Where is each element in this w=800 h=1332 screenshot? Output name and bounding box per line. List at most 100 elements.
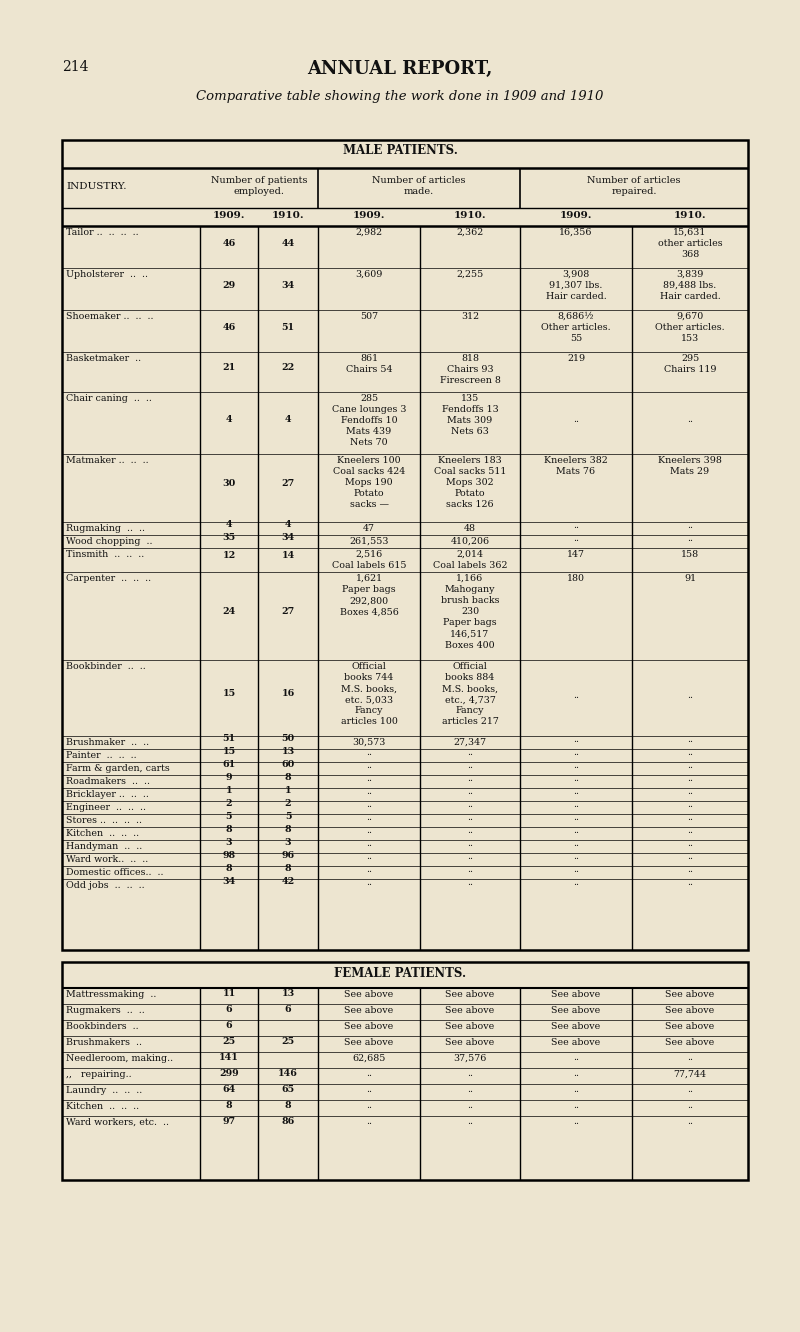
Text: 91: 91 (684, 574, 696, 583)
Text: 818
Chairs 93
Firescreen 8: 818 Chairs 93 Firescreen 8 (439, 354, 501, 385)
Text: Tinsmith  ..  ..  ..: Tinsmith .. .. .. (66, 550, 144, 559)
Text: ..: .. (573, 839, 579, 848)
Text: See above: See above (551, 1038, 601, 1047)
Text: ..: .. (366, 826, 372, 835)
Text: ..: .. (467, 878, 473, 887)
Text: Shoemaker ..  ..  ..: Shoemaker .. .. .. (66, 312, 154, 321)
Text: Brushmaker  ..  ..: Brushmaker .. .. (66, 738, 149, 747)
Text: ..: .. (687, 1116, 693, 1126)
Text: INDUSTRY.: INDUSTRY. (66, 182, 126, 190)
Text: See above: See above (446, 990, 494, 999)
Text: Upholsterer  ..  ..: Upholsterer .. .. (66, 270, 148, 278)
Text: ..: .. (467, 749, 473, 757)
Text: 4: 4 (226, 414, 232, 424)
Text: 50: 50 (282, 734, 294, 743)
Text: ..: .. (573, 690, 579, 699)
Text: 96: 96 (282, 851, 294, 860)
Text: 30: 30 (222, 480, 236, 489)
Text: 6: 6 (226, 1020, 232, 1030)
Text: See above: See above (666, 990, 714, 999)
Text: 34: 34 (282, 281, 294, 289)
Text: ,,   repairing..: ,, repairing.. (66, 1070, 132, 1079)
Text: ..: .. (467, 813, 473, 822)
Text: 77,744: 77,744 (674, 1070, 706, 1079)
Text: 8: 8 (226, 864, 232, 872)
Text: ..: .. (687, 749, 693, 757)
Text: 214: 214 (62, 60, 89, 75)
Text: Bookbinders  ..: Bookbinders .. (66, 1022, 138, 1031)
Text: See above: See above (666, 1038, 714, 1047)
Text: ..: .. (366, 1084, 372, 1094)
Text: 2,362: 2,362 (456, 228, 484, 237)
Text: ..: .. (366, 839, 372, 848)
Text: Kitchen  ..  ..  ..: Kitchen .. .. .. (66, 1102, 139, 1111)
Text: 6: 6 (226, 1004, 232, 1014)
Text: 61: 61 (222, 761, 236, 769)
Text: 261,553: 261,553 (350, 537, 389, 546)
Text: 48: 48 (464, 523, 476, 533)
Text: ..: .. (366, 774, 372, 783)
Text: 27: 27 (282, 480, 294, 489)
Text: 8: 8 (226, 825, 232, 834)
Text: See above: See above (344, 1038, 394, 1047)
Text: Bricklayer ..  ..  ..: Bricklayer .. .. .. (66, 790, 149, 799)
Text: 21: 21 (222, 364, 236, 373)
Text: ..: .. (467, 826, 473, 835)
Text: ..: .. (687, 801, 693, 809)
Text: ..: .. (573, 787, 579, 797)
Text: ..: .. (573, 813, 579, 822)
Text: ..: .. (573, 878, 579, 887)
Text: ..: .. (366, 801, 372, 809)
Text: ..: .. (573, 826, 579, 835)
Text: ..: .. (687, 839, 693, 848)
Text: 1909.: 1909. (560, 210, 592, 220)
Text: ..: .. (573, 534, 579, 543)
Text: ..: .. (573, 521, 579, 530)
Text: See above: See above (551, 1006, 601, 1015)
Text: ..: .. (366, 852, 372, 860)
Text: ..: .. (467, 1100, 473, 1110)
Text: Matmaker ..  ..  ..: Matmaker .. .. .. (66, 456, 149, 465)
Text: 8: 8 (226, 1100, 232, 1110)
Text: ..: .. (366, 1116, 372, 1126)
Text: 16: 16 (282, 690, 294, 698)
Text: ..: .. (687, 416, 693, 425)
Text: ..: .. (467, 1116, 473, 1126)
Text: Tailor ..  ..  ..  ..: Tailor .. .. .. .. (66, 228, 138, 237)
Text: 5: 5 (226, 813, 232, 821)
Text: ..: .. (573, 735, 579, 745)
Text: See above: See above (551, 1022, 601, 1031)
Text: ..: .. (573, 864, 579, 874)
Text: 42: 42 (282, 876, 294, 886)
Text: 4: 4 (226, 519, 232, 529)
Text: Chair caning  ..  ..: Chair caning .. .. (66, 394, 152, 404)
Text: See above: See above (446, 1038, 494, 1047)
Text: Official
books 744
M.S. books,
etc. 5,033
Fancy
articles 100: Official books 744 M.S. books, etc. 5,03… (341, 662, 398, 726)
Text: 8: 8 (285, 864, 291, 872)
Text: See above: See above (344, 990, 394, 999)
Text: Comparative table showing the work done in 1909 and 1910: Comparative table showing the work done … (196, 91, 604, 103)
Text: ..: .. (573, 761, 579, 770)
Text: 86: 86 (282, 1116, 294, 1126)
Text: ANNUAL REPORT,: ANNUAL REPORT, (307, 60, 493, 79)
Text: 25: 25 (222, 1036, 235, 1046)
Text: ..: .. (573, 1052, 579, 1062)
Text: See above: See above (666, 1022, 714, 1031)
Text: ..: .. (687, 761, 693, 770)
Text: ..: .. (366, 761, 372, 770)
Text: 11: 11 (222, 988, 236, 998)
Text: MALE PATIENTS.: MALE PATIENTS. (342, 144, 458, 157)
Text: 9,670
Other articles.
153: 9,670 Other articles. 153 (655, 312, 725, 344)
Text: ..: .. (573, 801, 579, 809)
Text: Odd jobs  ..  ..  ..: Odd jobs .. .. .. (66, 880, 145, 890)
Text: See above: See above (344, 1022, 394, 1031)
Text: 35: 35 (222, 533, 235, 542)
Text: 146: 146 (278, 1068, 298, 1078)
Text: Painter  ..  ..  ..: Painter .. .. .. (66, 751, 137, 761)
Text: 3: 3 (226, 838, 232, 847)
Text: 2,014
Coal labels 362: 2,014 Coal labels 362 (433, 550, 507, 570)
Text: ..: .. (687, 852, 693, 860)
Text: 3: 3 (285, 838, 291, 847)
Text: 2,982: 2,982 (355, 228, 382, 237)
Text: Needleroom, making..: Needleroom, making.. (66, 1054, 173, 1063)
